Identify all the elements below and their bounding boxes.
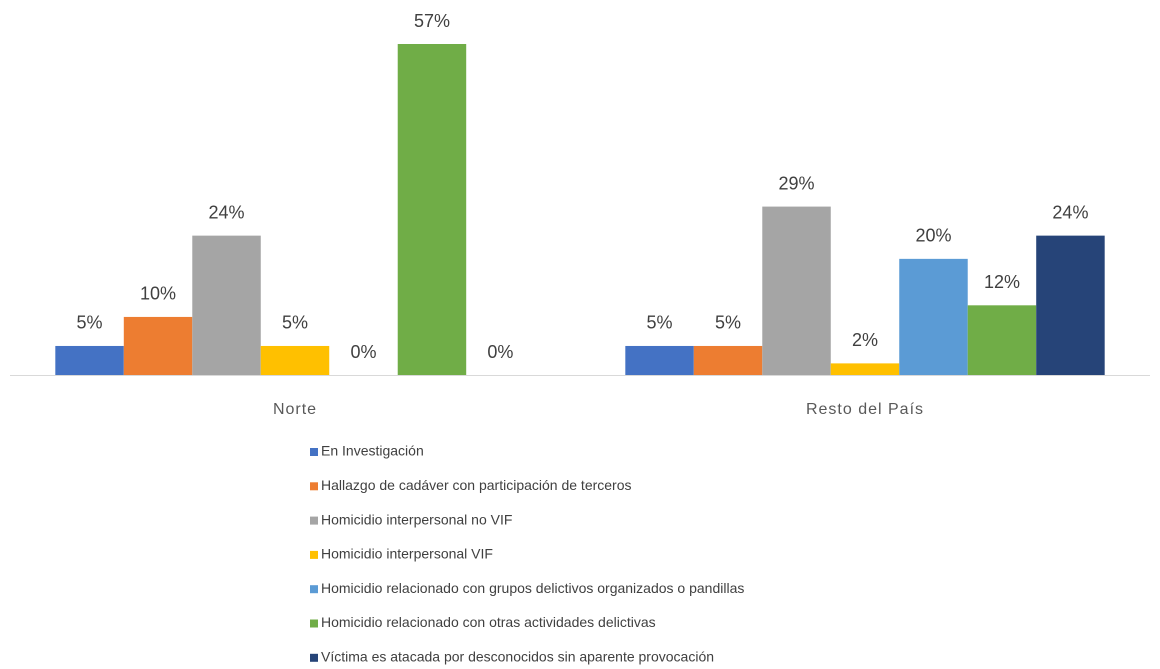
legend-label: Hallazgo de cadáver con participación de… [321,477,632,493]
legend-label: Homicidio interpersonal VIF [321,546,493,562]
legend-label: Homicidio interpersonal no VIF [321,511,512,527]
value-label: 0% [487,342,513,362]
legend-swatch [310,448,318,456]
bar [192,235,261,375]
value-label: 5% [282,313,308,333]
bar [899,258,968,375]
legend-label: Homicidio relacionado con otras activida… [321,614,656,630]
x-tick-label: Norte [273,401,317,418]
bar [693,345,763,375]
legend-swatch [310,585,318,594]
legend-swatch [310,516,318,525]
bar [55,345,124,375]
legend-swatch [310,482,318,491]
bar [397,44,467,375]
legend-label: Homicidio relacionado con grupos delicti… [321,580,744,596]
bar [967,305,1037,375]
value-label: 10% [140,284,176,304]
bar [1036,235,1105,375]
legend-label: En Investigación [321,443,424,459]
value-label: 5% [715,313,741,333]
value-label: 29% [779,173,815,193]
bar [762,206,831,375]
value-label: 24% [1052,202,1088,222]
bar [625,345,694,375]
legend-swatch [310,619,318,628]
x-tick-label: Resto del País [806,401,924,418]
value-label: 0% [350,342,376,362]
value-label: 2% [852,330,878,350]
value-label: 57% [414,11,450,31]
value-label: 12% [984,272,1020,292]
bar [830,363,900,375]
legend-swatch [310,550,318,559]
legend-swatch [310,653,318,662]
bar [260,345,330,375]
value-label: 5% [77,313,103,333]
value-label: 24% [209,202,245,222]
value-label: 20% [915,226,951,246]
legend-label: Víctima es atacada por desconocidos sin … [321,649,714,665]
bar [123,316,193,375]
value-label: 5% [647,313,673,333]
